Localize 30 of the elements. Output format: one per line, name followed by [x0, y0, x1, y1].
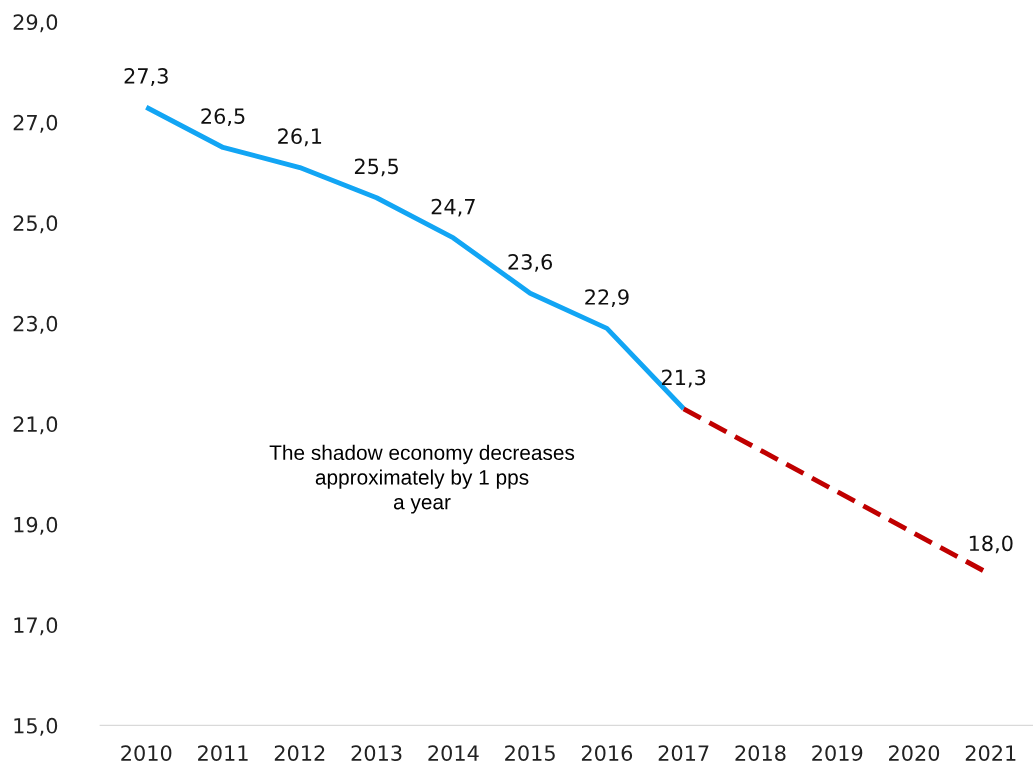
data-label: 24,7: [431, 198, 475, 217]
x-tick-label: 2017: [658, 745, 709, 761]
y-tick-label: 17,0: [14, 617, 58, 636]
y-tick-label: 19,0: [14, 516, 58, 535]
y-tick-label: 27,0: [13, 114, 58, 133]
y-tick-label: 23,0: [13, 315, 58, 334]
y-tick-label: 25,0: [13, 215, 58, 234]
annotation: The shadow economy decreases approximately by 1 pps a year: [269, 444, 575, 514]
y-tick-label: 21,0: [13, 416, 58, 435]
y-tick-label: 15,0: [14, 717, 58, 736]
x-tick-label: 2011: [198, 745, 248, 761]
x-tick-label: 2020: [889, 745, 940, 761]
data-label: 25,5: [354, 158, 398, 177]
x-tick-label: 2019: [812, 745, 863, 761]
x-tick-label: 2018: [735, 745, 786, 761]
x-tick-label: 2021: [965, 745, 1016, 761]
data-label: 22,9: [585, 289, 629, 308]
data-label: 26,1: [278, 128, 322, 147]
x-tick-label: 2016: [581, 745, 633, 761]
data-label: 18,0: [969, 535, 1013, 554]
x-tick-label: 2014: [428, 745, 479, 761]
x-tick-label: 2015: [505, 745, 555, 761]
x-tick-label: 2012: [274, 745, 325, 761]
x-tick-label: 2013: [351, 745, 402, 761]
data-label: 26,5: [201, 108, 245, 127]
data-label: 27,3: [124, 68, 168, 86]
data-label: 21,3: [662, 369, 706, 388]
data-label: 23,6: [508, 253, 553, 272]
y-tick-label: 29,0: [13, 14, 58, 33]
x-tick-label: 2010: [121, 745, 172, 761]
